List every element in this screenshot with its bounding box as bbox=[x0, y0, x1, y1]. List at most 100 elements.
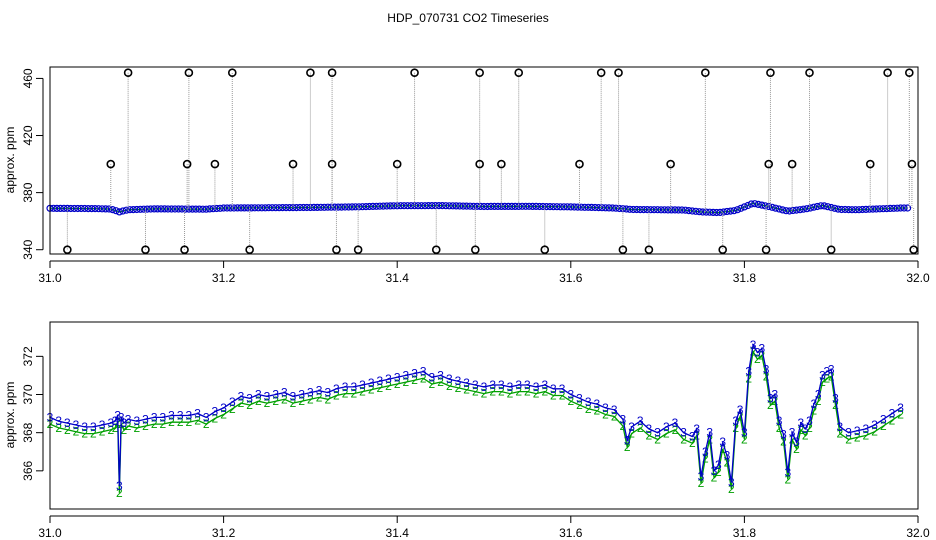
top-flagged-point bbox=[596, 68, 606, 78]
top-point bbox=[105, 205, 113, 213]
bottom-series-3-point: 3 bbox=[815, 388, 822, 402]
top-point bbox=[466, 202, 474, 210]
bottom-series-2-point: 2 bbox=[272, 394, 279, 408]
bottom-series-3-point: 3 bbox=[64, 416, 71, 430]
top-point bbox=[719, 208, 728, 216]
top-point bbox=[303, 203, 311, 212]
bottom-series-2-point: 2 bbox=[99, 425, 106, 439]
top-flagged-point bbox=[227, 68, 237, 78]
top-point bbox=[358, 203, 367, 211]
top-flagged-point bbox=[905, 68, 914, 78]
top-flag-drop-lines bbox=[66, 72, 915, 250]
bottom-series-2-point: 2 bbox=[472, 385, 479, 399]
bottom-x-tick-label: 31.4 bbox=[386, 526, 410, 540]
bottom-y-tick-label: 370 bbox=[21, 384, 35, 404]
top-point bbox=[178, 205, 186, 213]
bottom-series-2-point: 2 bbox=[429, 377, 436, 391]
bottom-series-2-point: 2 bbox=[810, 404, 817, 418]
top-point bbox=[438, 202, 446, 210]
bottom-series-2-point: 2 bbox=[897, 408, 904, 422]
top-flagged-point bbox=[787, 159, 797, 169]
bottom-series-3-point: 3 bbox=[455, 374, 462, 388]
bottom-series-3-point: 3 bbox=[806, 414, 813, 428]
top-x-tick-label: 31.8 bbox=[733, 271, 757, 285]
bottom-series-2-point: 2 bbox=[737, 410, 744, 424]
top-y-tick-label: 420 bbox=[21, 125, 35, 145]
top-flagged-point bbox=[514, 68, 524, 78]
bottom-series-3-point: 3 bbox=[602, 401, 609, 415]
bottom-series-2-point: 2 bbox=[125, 419, 132, 433]
bottom-series-2-point: 2 bbox=[728, 482, 735, 496]
top-point bbox=[490, 202, 498, 210]
top-point bbox=[209, 205, 217, 213]
top-point bbox=[862, 205, 870, 213]
top-point bbox=[84, 205, 92, 213]
top-point bbox=[317, 203, 325, 211]
bottom-series-2-point: 2 bbox=[719, 442, 726, 456]
top-point bbox=[108, 206, 117, 214]
top-point bbox=[223, 204, 231, 212]
top-point bbox=[119, 207, 127, 215]
bottom-series-3-point: 3 bbox=[376, 374, 383, 388]
top-point bbox=[456, 202, 464, 210]
bottom-series-2-point: 2 bbox=[229, 402, 236, 416]
top-point bbox=[751, 200, 759, 208]
top-point bbox=[254, 204, 262, 212]
bottom-series-3-point: 3 bbox=[698, 470, 705, 484]
top-flagged-point bbox=[666, 159, 675, 169]
top-flagged-point bbox=[826, 245, 836, 255]
bottom-series-3-point: 3 bbox=[897, 401, 904, 415]
top-point bbox=[143, 205, 151, 213]
top-point bbox=[188, 205, 196, 213]
bottom-series-3-point: 3 bbox=[854, 424, 861, 438]
top-x-tick-label: 31.6 bbox=[559, 271, 583, 285]
top-point bbox=[605, 204, 613, 212]
top-point bbox=[338, 203, 346, 211]
top-point bbox=[601, 204, 610, 212]
top-point bbox=[449, 202, 457, 210]
top-flagged-point bbox=[431, 245, 441, 255]
bottom-series-3-point: 3 bbox=[646, 422, 653, 436]
bottom-series-2-point: 2 bbox=[112, 421, 119, 435]
top-point bbox=[574, 203, 582, 211]
top-point bbox=[883, 205, 891, 213]
top-flagged-point bbox=[288, 159, 298, 169]
bottom-series-2-point: 2 bbox=[359, 385, 366, 399]
top-flagged-point bbox=[410, 68, 419, 78]
bottom-series-3-point: 3 bbox=[220, 401, 227, 415]
bottom-series-2-point: 2 bbox=[420, 371, 427, 385]
bottom-series-3-point: 3 bbox=[593, 397, 600, 411]
bottom-series-3-point: 3 bbox=[732, 414, 739, 428]
top-point bbox=[640, 206, 648, 214]
bottom-series-3-point: 3 bbox=[745, 365, 752, 379]
top-point bbox=[261, 204, 269, 212]
bottom-series-2-point: 2 bbox=[533, 387, 540, 401]
bottom-series-2-point: 2 bbox=[802, 429, 809, 443]
bottom-series-3-point: 3 bbox=[264, 389, 271, 403]
bottom-series-2-point: 2 bbox=[828, 369, 835, 383]
bottom-series-2-point: 2 bbox=[255, 394, 262, 408]
bottom-series-3-point: 3 bbox=[541, 378, 548, 392]
bottom-series-3-point: 3 bbox=[272, 388, 279, 402]
bottom-series-3-point: 3 bbox=[832, 391, 839, 405]
bottom-series-2-point: 2 bbox=[333, 389, 340, 403]
top-point bbox=[692, 207, 700, 215]
bottom-series-2-point: 2 bbox=[771, 394, 778, 408]
top-point bbox=[806, 204, 815, 212]
top-point bbox=[643, 206, 651, 214]
top-point bbox=[879, 205, 887, 213]
top-point bbox=[70, 204, 78, 213]
bottom-series-3-point: 3 bbox=[824, 365, 831, 379]
bottom-series-3-point: 3 bbox=[385, 372, 392, 386]
top-point bbox=[435, 202, 443, 210]
top-flagged-point bbox=[575, 159, 584, 169]
bottom-series-2-point: 2 bbox=[394, 377, 401, 391]
top-point bbox=[865, 205, 874, 213]
bottom-series-3-point: 3 bbox=[810, 397, 817, 411]
bottom-series-2-point: 2 bbox=[203, 417, 210, 431]
top-point bbox=[94, 205, 103, 213]
top-flagged-point bbox=[644, 245, 654, 255]
bottom-series-3-point: 3 bbox=[611, 403, 618, 417]
top-point bbox=[893, 204, 901, 212]
